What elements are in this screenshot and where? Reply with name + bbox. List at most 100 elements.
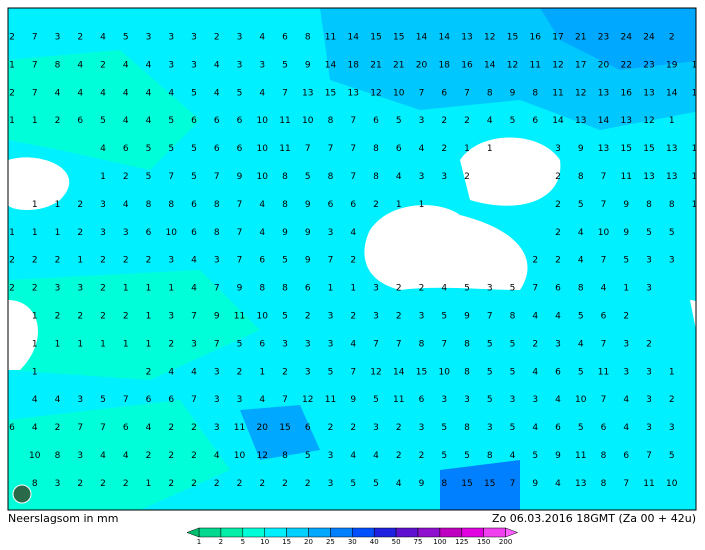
grid-value: 1 bbox=[55, 339, 61, 349]
grid-value: 4 bbox=[32, 423, 38, 433]
grid-value: 2 bbox=[146, 367, 152, 377]
grid-value: 3 bbox=[214, 423, 220, 433]
grid-value: 7 bbox=[350, 367, 356, 377]
grid-value: 3 bbox=[419, 312, 425, 322]
grid-value: 3 bbox=[237, 395, 243, 405]
grid-value: 6 bbox=[373, 116, 379, 126]
legend-swatch bbox=[330, 527, 353, 538]
grid-value: 8 bbox=[282, 172, 288, 182]
grid-value: 3 bbox=[373, 312, 379, 322]
legend-label: 100 bbox=[433, 538, 446, 546]
grid-value: 6 bbox=[305, 423, 311, 433]
grid-value: 3 bbox=[532, 395, 538, 405]
grid-value: 14 bbox=[325, 60, 337, 70]
grid-value: 7 bbox=[77, 423, 83, 433]
grid-value: 8 bbox=[328, 116, 334, 126]
grid-value: 12 bbox=[257, 451, 268, 461]
grid-value: 6 bbox=[601, 312, 607, 322]
grid-value: 6 bbox=[259, 256, 265, 266]
grid-value: 2 bbox=[441, 116, 447, 126]
grid-value: 3 bbox=[646, 423, 652, 433]
grid-value: 10 bbox=[575, 395, 587, 405]
grid-value: 6 bbox=[419, 395, 425, 405]
grid-value: 7 bbox=[646, 451, 652, 461]
grid-value: 2 bbox=[55, 256, 61, 266]
legend-swatch bbox=[264, 527, 287, 538]
legend-label: 200 bbox=[499, 538, 512, 546]
grid-value: 2 bbox=[123, 256, 129, 266]
legend-swatch bbox=[352, 527, 375, 538]
grid-value: 7 bbox=[532, 284, 538, 294]
grid-value: 7 bbox=[510, 479, 516, 489]
grid-value: 8 bbox=[282, 200, 288, 210]
grid-value: 15 bbox=[484, 479, 495, 489]
grid-value: 21 bbox=[370, 60, 381, 70]
grid-value: 8 bbox=[55, 451, 61, 461]
dry-area bbox=[8, 400, 230, 510]
legend-label: 15 bbox=[282, 538, 291, 546]
grid-value: 1 bbox=[669, 116, 675, 126]
grid-value: 5 bbox=[168, 116, 174, 126]
grid-value: 14 bbox=[598, 116, 610, 126]
grid-value: 8 bbox=[487, 88, 493, 98]
grid-value: 5 bbox=[487, 367, 493, 377]
grid-value: 22 bbox=[621, 60, 632, 70]
grid-value: 15 bbox=[370, 33, 381, 43]
grid-value: 11 bbox=[234, 423, 245, 433]
grid-value: 5 bbox=[464, 284, 470, 294]
grid-value: 2 bbox=[168, 423, 174, 433]
grid-value: 2 bbox=[259, 479, 265, 489]
grid-value: 7 bbox=[282, 395, 288, 405]
grid-value: 6 bbox=[259, 339, 265, 349]
grid-value: 11 bbox=[234, 312, 245, 322]
grid-value: 10 bbox=[257, 172, 269, 182]
grid-value: 1 bbox=[100, 339, 106, 349]
legend-swatch bbox=[198, 527, 222, 538]
grid-value: 21 bbox=[575, 33, 586, 43]
grid-value: 7 bbox=[350, 144, 356, 154]
grid-value: 2 bbox=[237, 479, 243, 489]
grid-value: 5 bbox=[510, 339, 516, 349]
grid-value: 8 bbox=[646, 200, 652, 210]
grid-value: 2 bbox=[373, 200, 379, 210]
grid-value: 15 bbox=[393, 33, 404, 43]
grid-value: 5 bbox=[441, 312, 447, 322]
grid-value: 5 bbox=[191, 88, 197, 98]
grid-value: 3 bbox=[669, 423, 675, 433]
grid-value: 6 bbox=[282, 33, 288, 43]
grid-value: 7 bbox=[32, 60, 38, 70]
grid-value: 8 bbox=[282, 284, 288, 294]
grid-value: 4 bbox=[214, 60, 220, 70]
grid-value: 5 bbox=[578, 200, 584, 210]
grid-value: 2 bbox=[214, 479, 220, 489]
grid-value: 4 bbox=[191, 367, 197, 377]
grid-value: 7 bbox=[350, 172, 356, 182]
grid-value: 3 bbox=[55, 479, 61, 489]
grid-value: 2 bbox=[77, 200, 83, 210]
grid-value: 2 bbox=[191, 423, 197, 433]
grid-value: 5 bbox=[669, 451, 675, 461]
grid-value: 7 bbox=[464, 88, 470, 98]
grid-value: 11 bbox=[643, 479, 654, 489]
grid-value: 2 bbox=[77, 479, 83, 489]
grid-value: 5 bbox=[510, 116, 516, 126]
grid-value: 1 bbox=[9, 60, 15, 70]
grid-value: 11 bbox=[575, 451, 586, 461]
grid-value: 10 bbox=[393, 88, 405, 98]
grid-value: 5 bbox=[305, 172, 311, 182]
grid-value: 1 bbox=[328, 284, 334, 294]
grid-value: 2 bbox=[532, 339, 538, 349]
grid-value: 6 bbox=[146, 395, 152, 405]
legend-label: 1 bbox=[197, 538, 201, 546]
grid-value: 8 bbox=[464, 423, 470, 433]
grid-value: 2 bbox=[623, 312, 629, 322]
grid-value: 2 bbox=[100, 256, 106, 266]
grid-value: 4 bbox=[100, 33, 106, 43]
grid-value: 9 bbox=[305, 200, 311, 210]
grid-value: 6 bbox=[191, 116, 197, 126]
grid-value: 1 bbox=[146, 339, 152, 349]
grid-value: 6 bbox=[146, 228, 152, 238]
grid-value: 2 bbox=[123, 172, 129, 182]
land bbox=[364, 205, 528, 290]
grid-value: 4 bbox=[373, 451, 379, 461]
